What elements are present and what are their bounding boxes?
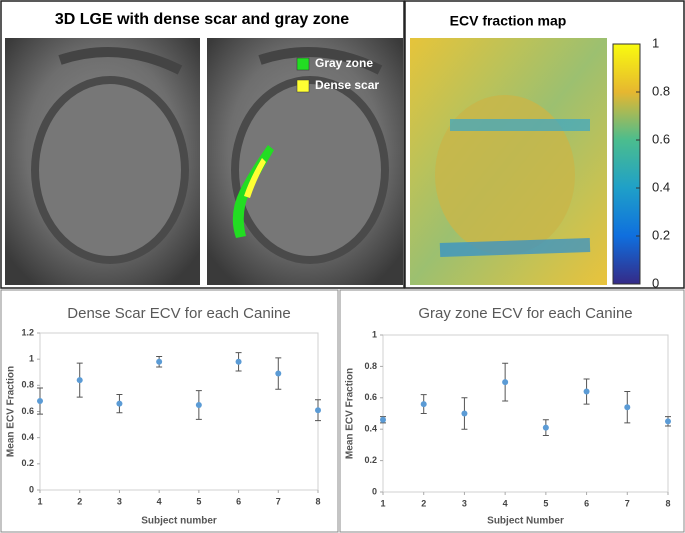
y-tick-label: 0.4 xyxy=(21,432,34,442)
x-tick-label: 1 xyxy=(380,498,385,508)
ecv-map xyxy=(410,38,607,285)
data-point xyxy=(275,370,282,377)
y-tick-label: 0.4 xyxy=(364,424,377,434)
y-tick-label: 0.2 xyxy=(21,458,34,468)
colorbar xyxy=(612,43,641,285)
data-point xyxy=(315,407,321,414)
y-axis-label: Mean ECV Fraction xyxy=(345,368,356,459)
colorbar-tick-label: 1 xyxy=(652,35,659,50)
data-point xyxy=(116,400,123,407)
legend-swatch xyxy=(296,57,310,71)
data-point xyxy=(380,416,386,423)
colorbar-tick-label: 0.2 xyxy=(652,227,670,242)
mri-image xyxy=(5,38,200,285)
x-tick-label: 6 xyxy=(236,496,241,506)
colorbar-tick-label: 0 xyxy=(652,275,659,290)
data-point xyxy=(542,424,549,431)
data-point xyxy=(235,358,242,365)
legend-label: Dense scar xyxy=(315,78,379,92)
data-point xyxy=(624,404,631,411)
mri-image xyxy=(207,38,403,285)
y-tick-label: 0 xyxy=(372,486,377,496)
data-point xyxy=(76,377,83,384)
x-tick-label: 4 xyxy=(503,498,508,508)
chart-title: Gray zone ECV for each Canine xyxy=(418,305,632,322)
x-tick-label: 3 xyxy=(462,498,467,508)
plot-area xyxy=(39,332,319,491)
y-tick-label: 1 xyxy=(29,354,34,364)
data-point xyxy=(195,401,202,408)
data-point xyxy=(37,398,43,405)
y-tick-label: 0.2 xyxy=(364,455,377,465)
plot-area xyxy=(382,334,669,493)
y-tick-label: 0.8 xyxy=(21,380,34,390)
x-tick-label: 5 xyxy=(196,496,201,506)
data-point xyxy=(461,410,468,417)
y-tick-label: 0 xyxy=(29,484,34,494)
x-axis-label: Subject number xyxy=(141,516,217,527)
ecv-title: ECV fraction map xyxy=(450,13,567,29)
colorbar-tick-label: 0.6 xyxy=(652,131,670,146)
x-axis-label: Subject Number xyxy=(487,516,564,527)
y-tick-label: 0.6 xyxy=(21,406,34,416)
colorbar-tick-label: 0.4 xyxy=(652,179,670,194)
data-point xyxy=(583,388,590,395)
y-tick-label: 1 xyxy=(372,329,377,339)
y-tick-label: 0.6 xyxy=(364,392,377,402)
chart-frame xyxy=(339,289,685,533)
data-point xyxy=(502,379,509,386)
x-tick-label: 5 xyxy=(543,498,548,508)
gray-zone-overlay xyxy=(232,145,274,238)
colorbar-tick-label: 0.8 xyxy=(652,83,670,98)
chart-title: Dense Scar ECV for each Canine xyxy=(67,305,290,322)
x-tick-label: 4 xyxy=(157,496,162,506)
y-tick-label: 1.2 xyxy=(21,327,34,337)
data-point xyxy=(665,418,671,425)
data-point xyxy=(156,358,163,365)
lge-frame xyxy=(0,0,405,289)
y-axis-label: Mean ECV Fraction xyxy=(6,366,17,457)
legend-swatch xyxy=(296,79,310,93)
x-tick-label: 7 xyxy=(625,498,630,508)
x-tick-label: 1 xyxy=(37,496,42,506)
data-point xyxy=(420,401,427,408)
x-tick-label: 3 xyxy=(117,496,122,506)
x-tick-label: 8 xyxy=(665,498,670,508)
ecv-frame xyxy=(404,0,685,289)
x-tick-label: 7 xyxy=(276,496,281,506)
lge-title: 3D LGE with dense scar and gray zone xyxy=(55,11,349,28)
x-tick-label: 6 xyxy=(584,498,589,508)
x-tick-label: 8 xyxy=(315,496,320,506)
y-tick-label: 0.8 xyxy=(364,361,377,371)
legend-label: Gray zone xyxy=(315,56,373,70)
dense-scar-overlay xyxy=(244,158,266,198)
x-tick-label: 2 xyxy=(77,496,82,506)
x-tick-label: 2 xyxy=(421,498,426,508)
chart-frame xyxy=(0,289,339,533)
